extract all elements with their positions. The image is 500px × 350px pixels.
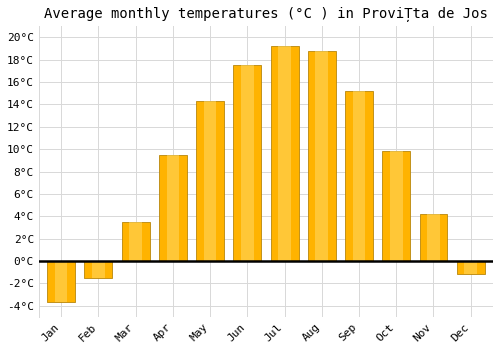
Bar: [270, 47, 298, 261]
Bar: [352, 91, 366, 261]
Bar: [122, 222, 150, 261]
Bar: [316, 51, 328, 261]
Bar: [55, 261, 68, 302]
Bar: [457, 261, 484, 274]
Bar: [464, 261, 477, 274]
Bar: [382, 152, 410, 261]
Title: Average monthly temperatures (°C ) in ProviȚta de Jos: Average monthly temperatures (°C ) in Pr…: [44, 7, 488, 22]
Bar: [390, 152, 402, 261]
Bar: [420, 214, 448, 261]
Bar: [92, 261, 104, 278]
Bar: [241, 65, 254, 261]
Bar: [345, 91, 373, 261]
Bar: [47, 261, 75, 302]
Bar: [84, 261, 112, 278]
Bar: [308, 51, 336, 261]
Bar: [278, 47, 291, 261]
Bar: [204, 101, 216, 261]
Bar: [130, 222, 142, 261]
Bar: [196, 101, 224, 261]
Bar: [159, 155, 187, 261]
Bar: [234, 65, 262, 261]
Bar: [427, 214, 440, 261]
Bar: [166, 155, 179, 261]
